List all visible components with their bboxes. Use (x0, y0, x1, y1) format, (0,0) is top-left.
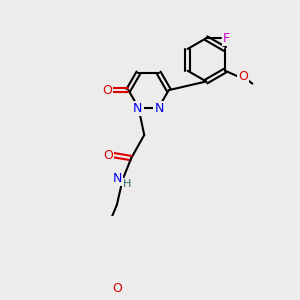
Text: F: F (223, 32, 230, 45)
Text: O: O (238, 70, 248, 83)
Text: N: N (113, 172, 122, 185)
Text: N: N (133, 102, 142, 115)
Text: H: H (123, 179, 131, 189)
Text: N: N (155, 102, 164, 115)
Text: O: O (112, 282, 122, 295)
Text: O: O (103, 149, 113, 162)
Text: O: O (102, 84, 112, 97)
